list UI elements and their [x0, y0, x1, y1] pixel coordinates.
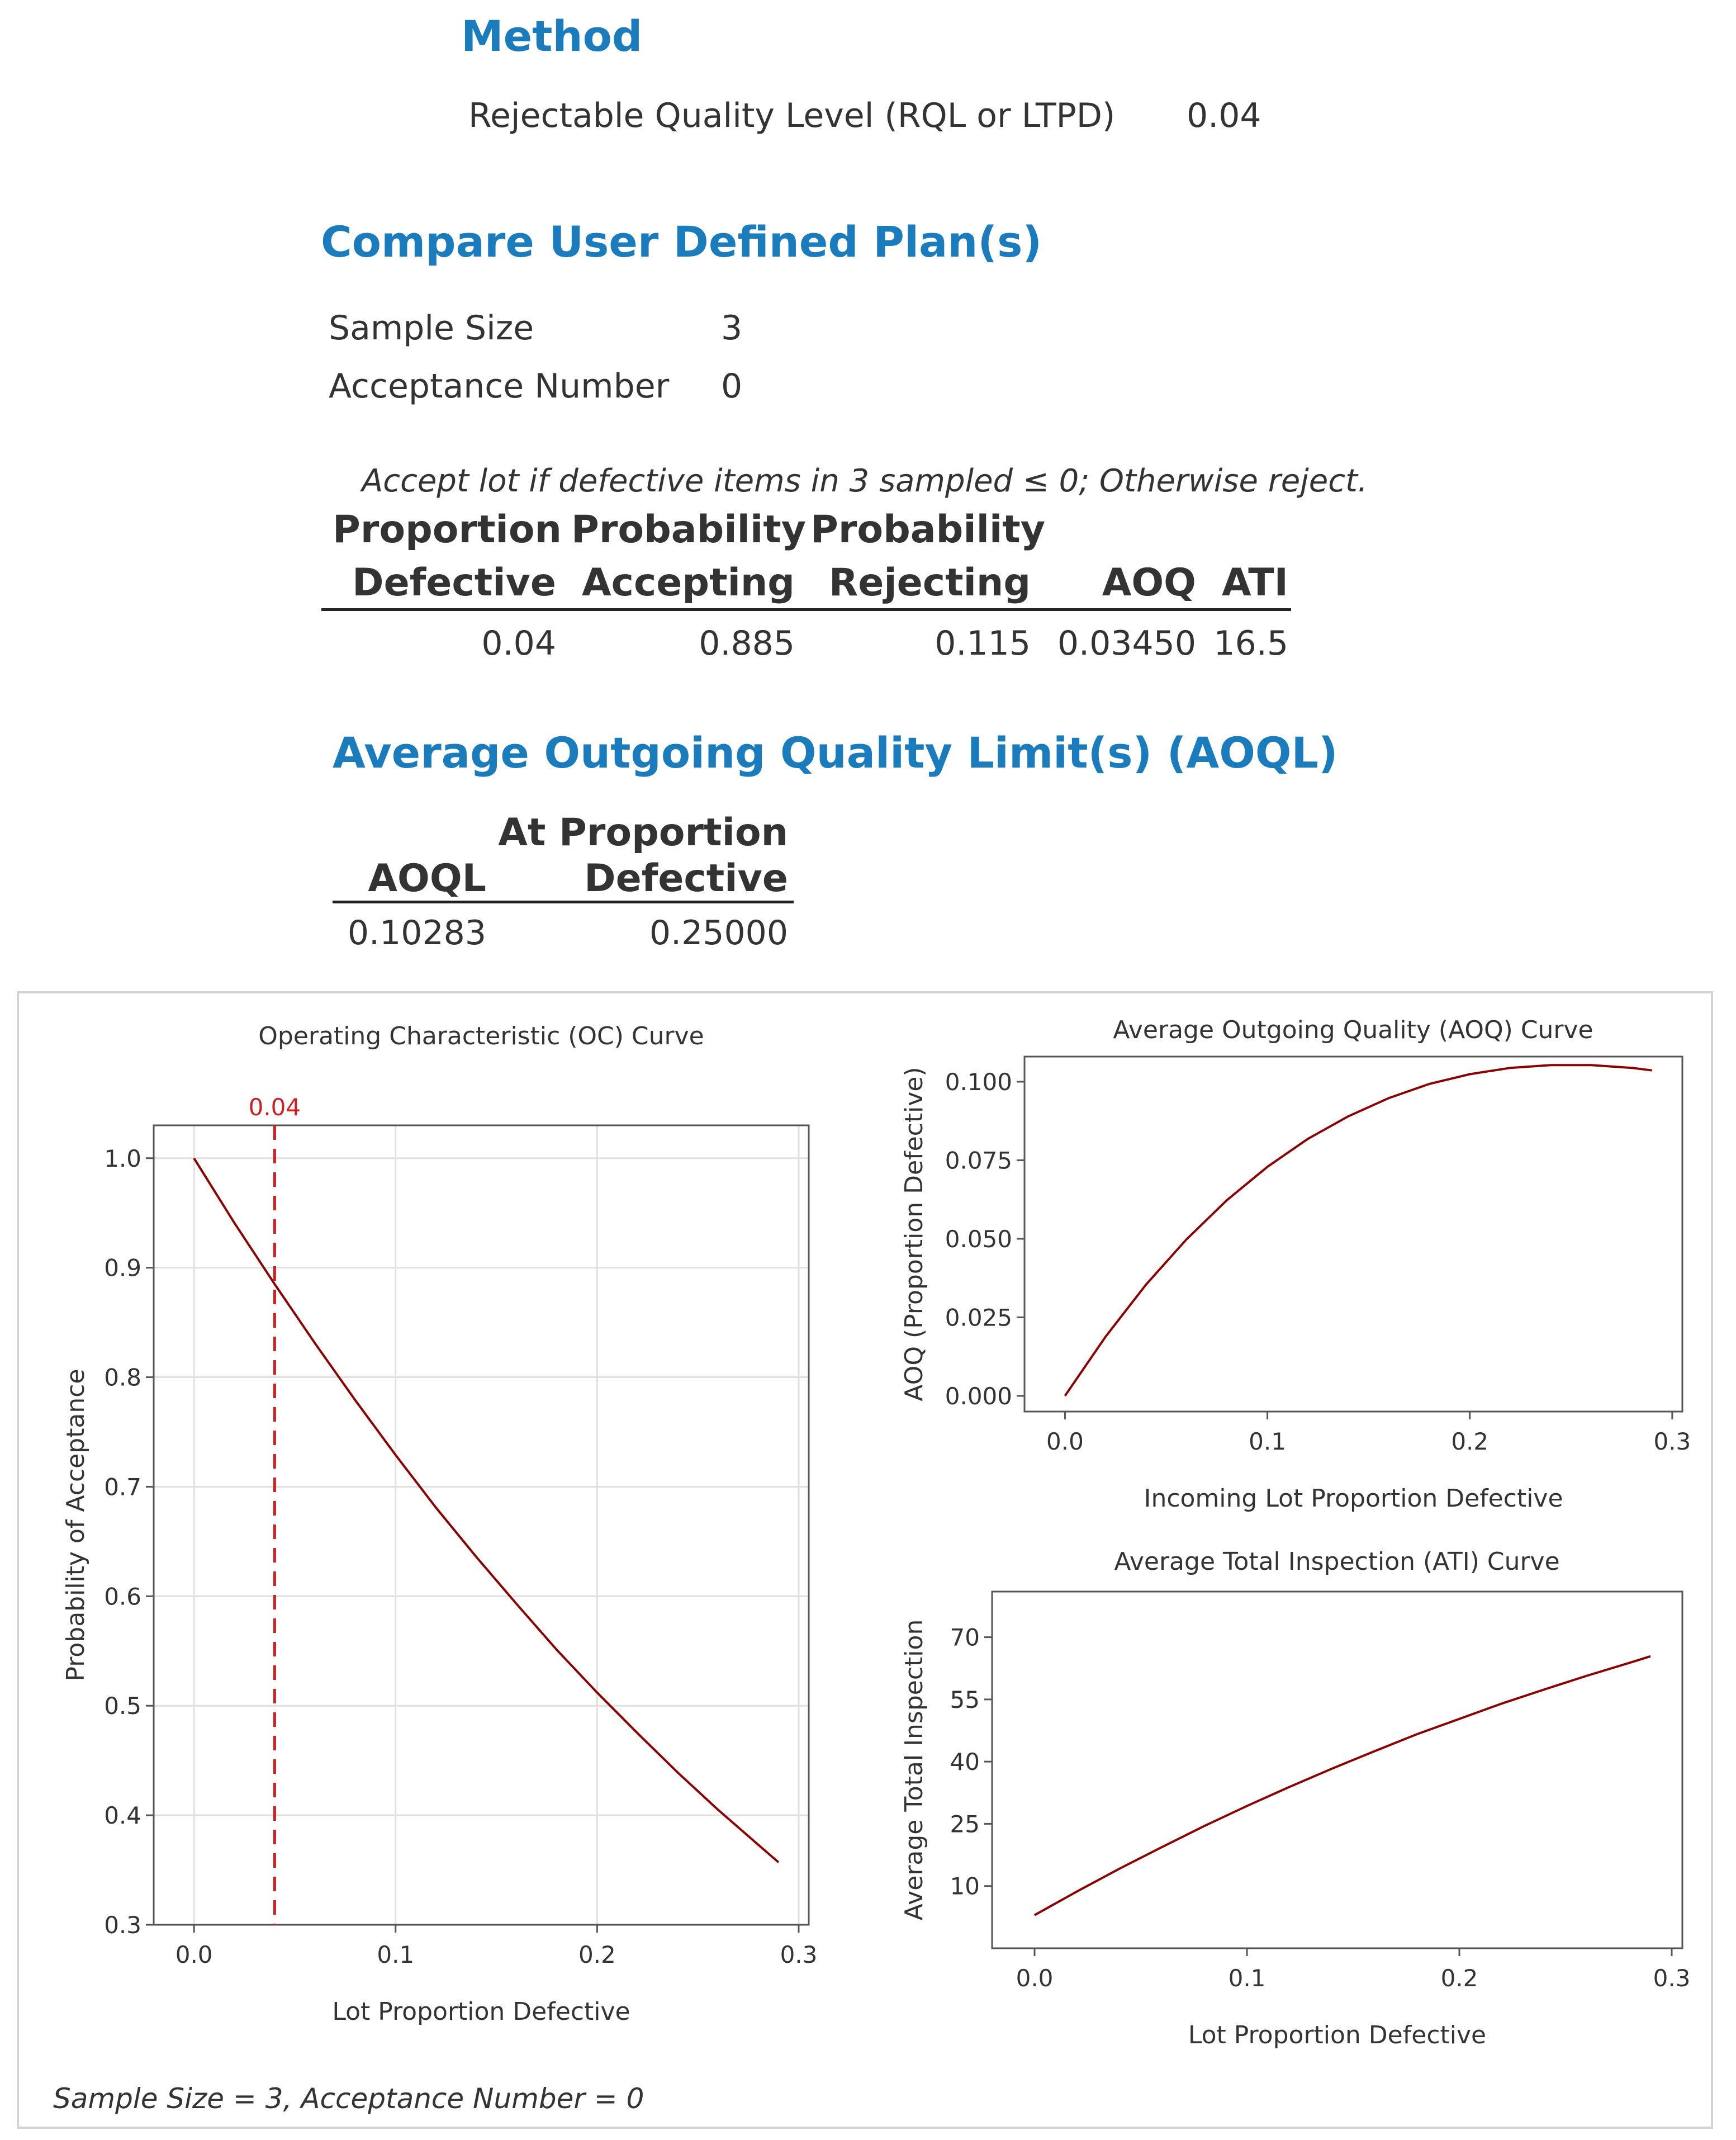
y-tick-label: 0.5	[104, 1692, 141, 1720]
th-probability-accept: Probability	[571, 508, 807, 552]
th-aoql: AOQL	[368, 856, 486, 901]
x-tick-label: 0.1	[377, 1941, 414, 1968]
x-tick-label: 0.1	[1249, 1428, 1286, 1455]
th-rejecting: Rejecting	[828, 561, 1031, 605]
plot-frame	[153, 1124, 810, 1926]
cell-aoql-defective: 0.25000	[649, 913, 788, 953]
cell-ati: 16.5	[1213, 624, 1288, 663]
y-tick-label: 55	[950, 1686, 980, 1713]
rql-value: 0.04	[1187, 96, 1261, 135]
y-tick-label: 0.9	[104, 1254, 141, 1282]
x-axis-label: Incoming Lot Proportion Defective	[1144, 1484, 1563, 1513]
th-at-proportion: At Proportion	[498, 811, 788, 855]
th-defective: Defective	[352, 561, 556, 605]
x-axis-label: Lot Proportion Defective	[332, 1997, 630, 2026]
cell-aoql: 0.10283	[347, 913, 486, 953]
chart-title: Operating Characteristic (OC) Curve	[258, 1022, 704, 1050]
y-tick-label: 0.050	[945, 1225, 1012, 1253]
y-tick-label: 0.7	[104, 1473, 141, 1500]
aoql-table-rule	[333, 901, 794, 903]
acceptance-number-value: 0	[721, 367, 743, 406]
cell-aoq: 0.03450	[1057, 624, 1196, 663]
method-heading: Method	[461, 11, 643, 61]
x-tick-label: 0.2	[578, 1941, 616, 1968]
y-axis-label: Average Total Inspection	[900, 1620, 928, 1921]
aoql-heading: Average Outgoing Quality Limit(s) (AOQL)	[333, 728, 1338, 778]
y-tick-label: 0.8	[104, 1364, 141, 1391]
plans-heading: Compare User Defined Plan(s)	[321, 217, 1042, 267]
x-axis-label: Lot Proportion Defective	[1188, 2021, 1486, 2049]
x-tick-label: 0.2	[1441, 1964, 1478, 1992]
x-tick-label: 0.1	[1229, 1964, 1266, 1992]
plot-frame	[1023, 1055, 1683, 1413]
y-tick-label: 0.100	[945, 1068, 1012, 1096]
y-tick-label: 1.0	[104, 1145, 141, 1172]
acceptance-rule: Accept lot if defective items in 3 sampl…	[362, 463, 1368, 499]
x-tick-label: 0.0	[1046, 1428, 1084, 1455]
y-tick-label: 0.075	[945, 1147, 1012, 1174]
charts-panel	[17, 991, 1713, 2129]
y-tick-label: 0.4	[104, 1802, 141, 1829]
th-at-defective: Defective	[584, 856, 788, 901]
y-tick-label: 25	[950, 1810, 980, 1838]
y-tick-label: 70	[950, 1624, 980, 1651]
chart-title: Average Outgoing Quality (AOQ) Curve	[1113, 1016, 1593, 1044]
x-tick-label: 0.0	[1016, 1964, 1054, 1992]
y-tick-label: 10	[950, 1873, 980, 1900]
reference-line-label: 0.04	[249, 1093, 301, 1121]
x-tick-label: 0.2	[1451, 1428, 1488, 1455]
y-axis-label: Probability of Acceptance	[61, 1369, 90, 1681]
plan-table-rule	[321, 608, 1291, 611]
curve-line	[1034, 1655, 1651, 1916]
th-aoq: AOQ	[1102, 561, 1196, 605]
curve-line	[1064, 1064, 1652, 1397]
y-axis-label: AOQ (Proportion Defective)	[900, 1067, 928, 1401]
plot-frame	[991, 1590, 1683, 1949]
cell-rejecting: 0.115	[935, 624, 1031, 663]
x-tick-label: 0.3	[1653, 1964, 1691, 1992]
y-tick-label: 0.6	[104, 1583, 141, 1610]
y-tick-label: 0.3	[104, 1911, 141, 1939]
chart-3: Average Total Inspection (ATI) Curve 0.0 0…	[900, 1547, 1690, 2049]
th-ati: ATI	[1221, 561, 1288, 605]
x-tick-label: 0.3	[1653, 1428, 1691, 1455]
cell-defective: 0.04	[481, 624, 556, 663]
cell-accepting: 0.885	[699, 624, 795, 663]
th-proportion: Proportion	[333, 508, 562, 552]
rql-label: Rejectable Quality Level (RQL or LTPD)	[468, 96, 1116, 135]
sample-size-value: 3	[721, 309, 743, 348]
sample-size-label: Sample Size	[329, 309, 534, 348]
th-probability-reject: Probability	[810, 508, 1046, 552]
chart-title: Average Total Inspection (ATI) Curve	[1114, 1547, 1559, 1576]
x-tick-label: 0.0	[176, 1941, 213, 1968]
x-tick-label: 0.3	[780, 1941, 818, 1968]
acceptance-number-label: Acceptance Number	[329, 367, 670, 406]
y-tick-label: 40	[950, 1748, 980, 1776]
chart-1: Operating Characteristic (OC) Curve 0.0 0.…	[61, 1022, 817, 2026]
footer-note: Sample Size = 3, Acceptance Number = 0	[53, 2082, 644, 2115]
y-tick-label: 0.000	[945, 1383, 1012, 1410]
th-accepting: Accepting	[582, 561, 795, 605]
curve-line	[193, 1157, 780, 1863]
y-tick-label: 0.025	[945, 1304, 1012, 1331]
